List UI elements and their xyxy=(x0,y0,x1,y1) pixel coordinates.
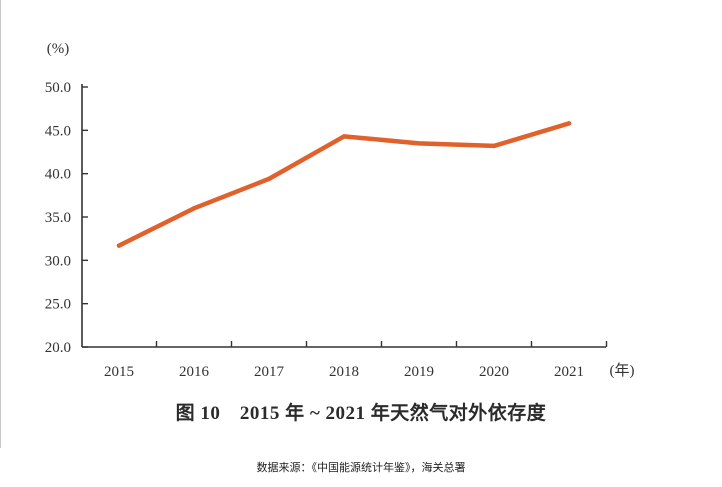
y-tick-label: 35.0 xyxy=(45,210,71,226)
data-point xyxy=(491,143,497,149)
y-tick-label: 45.0 xyxy=(45,123,71,139)
x-tick-label: 2019 xyxy=(404,364,434,380)
data-point xyxy=(341,134,347,139)
data-point xyxy=(416,141,422,146)
data-point xyxy=(116,243,122,248)
y-axis-ticks: 20.0 25.0 30.0 35.0 40.0 45.0 50.0 xyxy=(45,80,88,356)
y-tick-label: 20.0 xyxy=(45,340,71,356)
x-tick-label: 2018 xyxy=(329,364,359,380)
y-tick-label: 30.0 xyxy=(45,253,71,269)
x-tick-label: 2015 xyxy=(104,364,134,380)
data-point xyxy=(566,121,572,126)
data-point xyxy=(191,206,197,211)
x-tick-label: 2017 xyxy=(254,364,285,380)
x-tick-label: 2021 xyxy=(554,364,584,380)
x-tick-label: 2016 xyxy=(179,364,210,380)
y-tick-label: 50.0 xyxy=(45,80,71,96)
series-line xyxy=(116,121,572,248)
y-axis-unit-label: (%) xyxy=(47,41,70,57)
data-point xyxy=(266,176,272,182)
chart-title: 图 10 2015 年 ~ 2021 年天然气对外依存度 xyxy=(175,403,547,424)
page-left-border xyxy=(0,0,1,448)
y-tick-label: 25.0 xyxy=(45,297,71,313)
x-axis-ticks: 2015 2016 2017 2018 2019 2020 2021 xyxy=(104,341,608,380)
series-layer xyxy=(116,121,572,248)
x-tick-label: 2020 xyxy=(479,364,509,380)
x-axis-unit-label: (年) xyxy=(610,362,635,379)
source-note: 数据来源：《中国能源统计年鉴》，海关总署 xyxy=(256,462,466,474)
y-tick-label: 40.0 xyxy=(45,167,71,183)
